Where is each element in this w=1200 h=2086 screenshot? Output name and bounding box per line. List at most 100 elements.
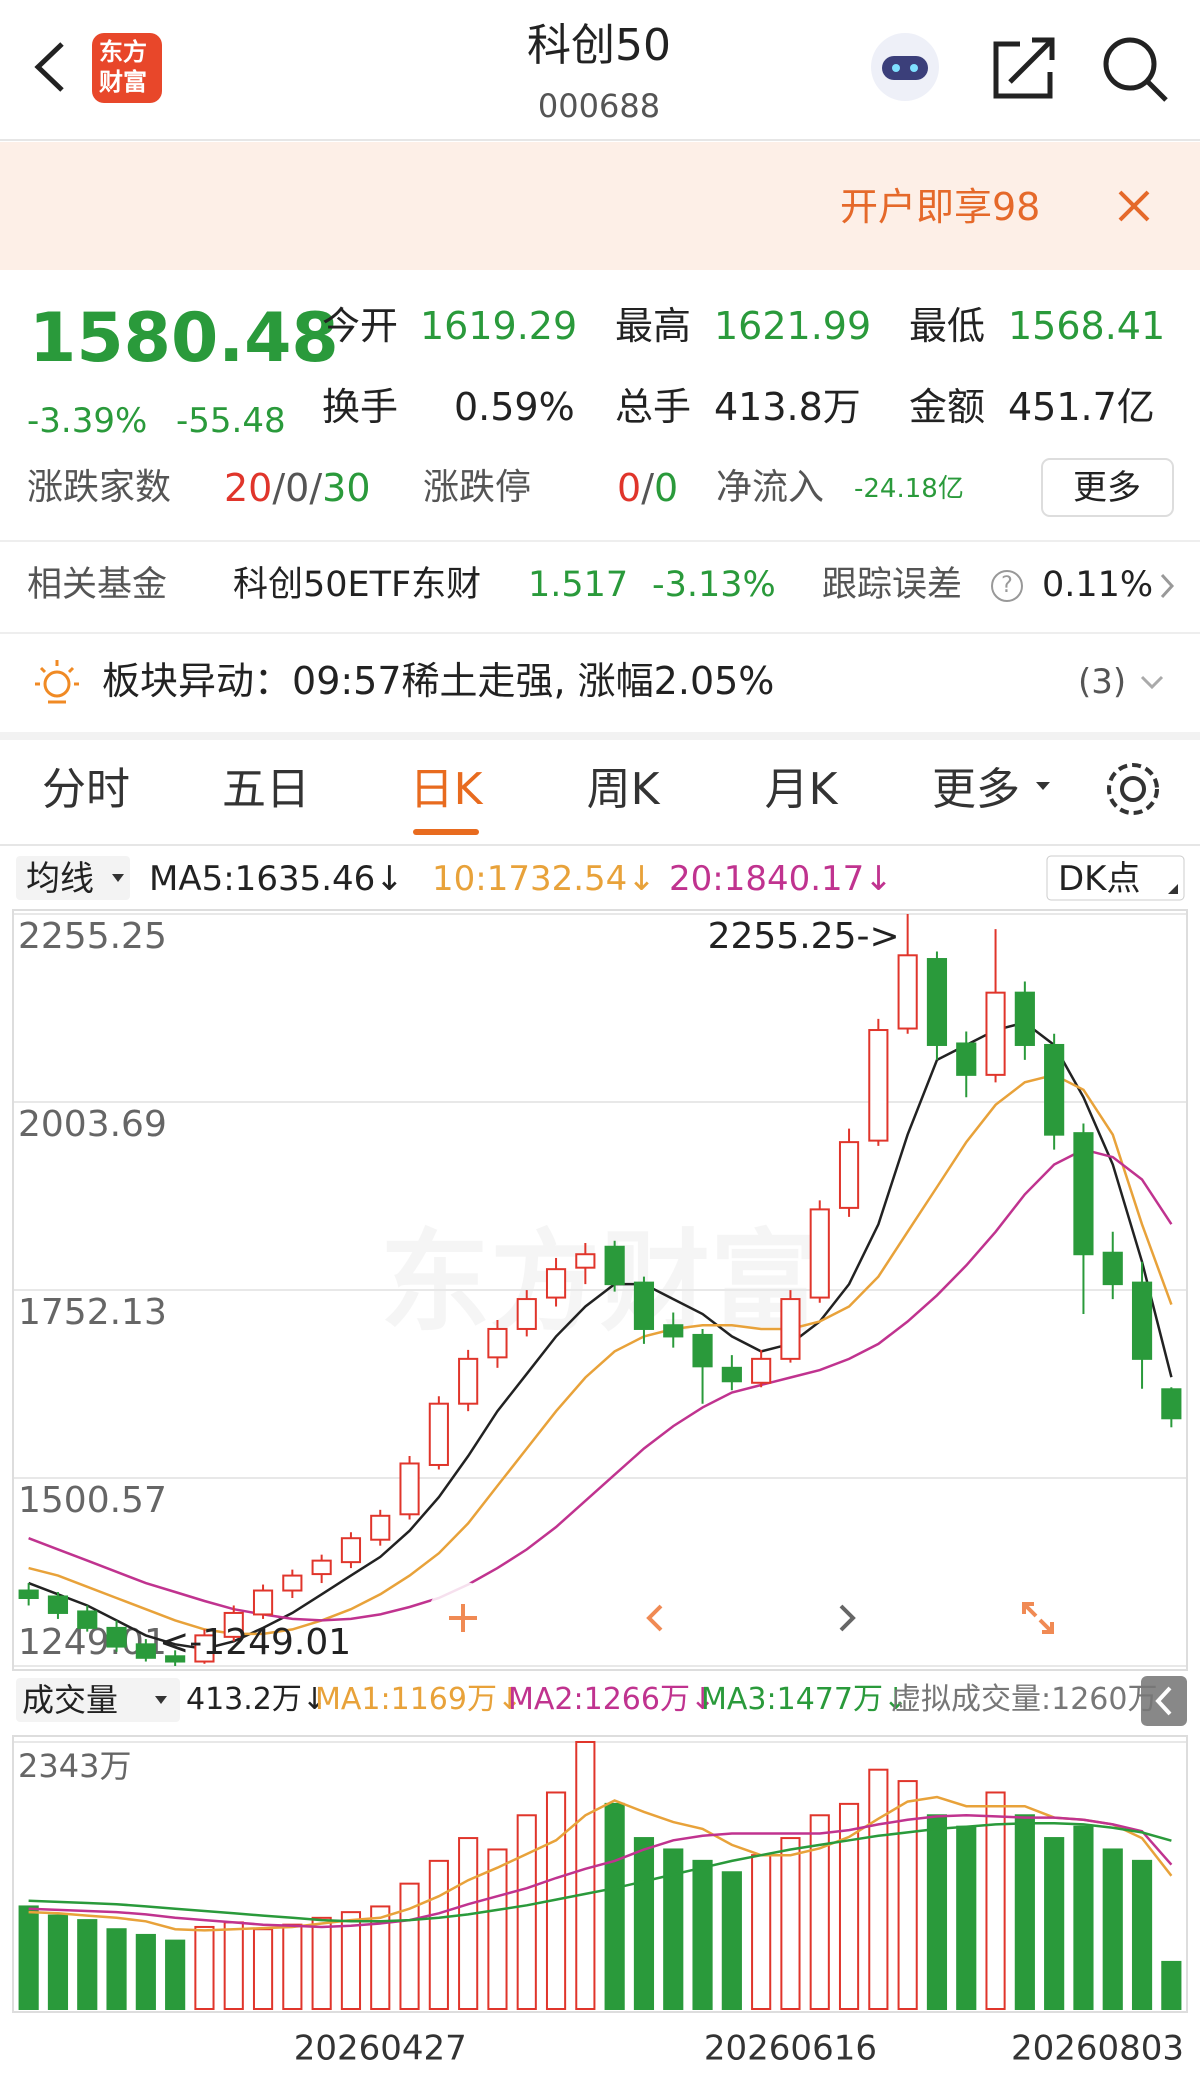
search-icon[interactable] xyxy=(1103,37,1168,102)
ma-selector-label[interactable]: 均线 xyxy=(26,859,94,899)
candle-body xyxy=(47,1595,69,1614)
volume-bar xyxy=(47,1914,69,2010)
volume-bar xyxy=(428,1859,449,2010)
candle-body xyxy=(545,1268,567,1299)
chart-marks: 东方财富2255.252003.691752.131500.571249.012… xyxy=(14,913,1186,2069)
volume-bar xyxy=(956,1825,977,2011)
volume-ma-line xyxy=(28,1822,1172,1923)
candle-body xyxy=(985,991,1006,1076)
dk-label[interactable]: DK点 xyxy=(1058,859,1141,899)
tab[interactable]: 更多 xyxy=(932,764,1020,815)
volume-selector-label[interactable]: 成交量 xyxy=(22,1681,119,1719)
candle-body xyxy=(575,1253,596,1269)
candle-body xyxy=(487,1327,508,1359)
app-logo xyxy=(92,33,162,103)
tab[interactable]: 周K xyxy=(586,764,660,815)
volume-bar xyxy=(780,1837,801,2010)
sun-icon xyxy=(35,660,79,704)
banner-close[interactable] xyxy=(1118,190,1150,222)
expand-icon[interactable] xyxy=(1140,675,1164,690)
ma-selector[interactable] xyxy=(16,856,130,900)
vol-ma1: MA1:1169万↓ xyxy=(315,1682,523,1717)
candle-body xyxy=(868,1029,889,1142)
share-icon[interactable] xyxy=(993,37,1055,99)
change-pct: -3.39% xyxy=(27,401,148,441)
separator: / xyxy=(309,466,323,510)
settings-icon[interactable] xyxy=(1107,763,1159,815)
price-frame xyxy=(12,909,1188,1671)
volume-bar xyxy=(311,1916,332,2011)
y-tick-label: 2003.69 xyxy=(18,1104,167,1145)
assistant-eye xyxy=(892,64,900,72)
candle-body xyxy=(18,1589,39,1599)
chevron[interactable] xyxy=(1160,573,1175,599)
flat-count: 0 xyxy=(285,466,310,510)
candle-body xyxy=(780,1298,801,1360)
candle-body xyxy=(721,1366,742,1383)
volume-bar xyxy=(897,1780,918,2010)
volume-bar xyxy=(340,1911,362,2010)
tab[interactable]: 月K xyxy=(764,764,838,815)
volume-selector[interactable] xyxy=(16,1678,180,1722)
volume-bar xyxy=(604,1802,625,2011)
next-button[interactable] xyxy=(811,1582,883,1654)
fullscreen-button[interactable] xyxy=(1002,1582,1074,1654)
candle-body xyxy=(223,1611,244,1638)
candle-body xyxy=(399,1462,420,1516)
candle-body xyxy=(77,1610,98,1629)
more-label[interactable]: 更多 xyxy=(1073,468,1141,508)
field-label: 金额 xyxy=(909,385,986,429)
volume-now: 413.2万↓ xyxy=(186,1682,328,1717)
banner-text[interactable]: 开户即享98 xyxy=(840,185,1041,229)
tab[interactable]: 五日 xyxy=(222,764,310,815)
volume-bar xyxy=(751,1854,772,2011)
candle-body xyxy=(1161,1388,1182,1420)
chevron xyxy=(1155,1686,1172,1716)
alert-text: 09:57稀土走强, 涨幅2.05% xyxy=(292,659,775,703)
ma10: 10:1732.54↓ xyxy=(432,859,656,899)
field-value: 413.8万 xyxy=(714,385,861,429)
candle-body xyxy=(458,1357,479,1405)
back-icon[interactable] xyxy=(34,42,64,92)
volume-bar xyxy=(1131,1859,1153,2010)
field-label: 总手 xyxy=(615,385,692,429)
logo-text: 东方 xyxy=(99,38,147,66)
dropdown-caret xyxy=(1036,782,1050,790)
annotation: <-1249.01 xyxy=(159,1622,351,1663)
volume-bar xyxy=(985,1791,1006,2010)
tab[interactable]: 分时 xyxy=(42,764,130,815)
dk-button[interactable] xyxy=(1046,855,1185,901)
volume-bar xyxy=(165,1939,186,2010)
prev-button[interactable] xyxy=(619,1582,691,1654)
alert[interactable]: 板块异动：09:57稀土走强, 涨幅2.05% xyxy=(102,662,774,700)
alert-count[interactable]: (3) xyxy=(1078,662,1127,702)
field-value: 451.7亿 xyxy=(1008,385,1155,429)
volume-bar xyxy=(516,1814,537,2011)
help-mark[interactable]: ? xyxy=(1001,573,1013,598)
field-label: 今开 xyxy=(322,304,399,348)
candle-body xyxy=(282,1574,303,1592)
virtual-volume: 虚拟成交量:1260万 xyxy=(891,1682,1158,1717)
volume-frame xyxy=(12,1735,1188,2013)
banner[interactable] xyxy=(0,142,1200,270)
volume-bar xyxy=(663,1848,684,2010)
ma5: MA5:1635.46↓ xyxy=(149,859,404,899)
tab-indicator xyxy=(413,829,479,835)
help-icon[interactable] xyxy=(991,570,1023,602)
candle-body xyxy=(252,1589,274,1616)
more-button[interactable] xyxy=(1041,458,1174,517)
fund-name[interactable]: 科创50ETF东财 xyxy=(233,565,482,605)
breadth-label: 涨跌家数 xyxy=(27,467,172,508)
candle-body xyxy=(370,1514,391,1541)
dropdown-caret xyxy=(112,874,124,882)
y-tick-label: 1500.57 xyxy=(18,1480,167,1521)
candle-body xyxy=(1073,1132,1094,1256)
field-label: 换手 xyxy=(322,385,399,429)
volume-bar xyxy=(458,1837,479,2010)
candle-body xyxy=(692,1333,713,1368)
volume-bar xyxy=(282,1923,303,2011)
candle-body xyxy=(809,1208,830,1299)
tab-active[interactable]: 日K xyxy=(409,764,483,815)
panel-tab[interactable] xyxy=(1141,1676,1187,1726)
